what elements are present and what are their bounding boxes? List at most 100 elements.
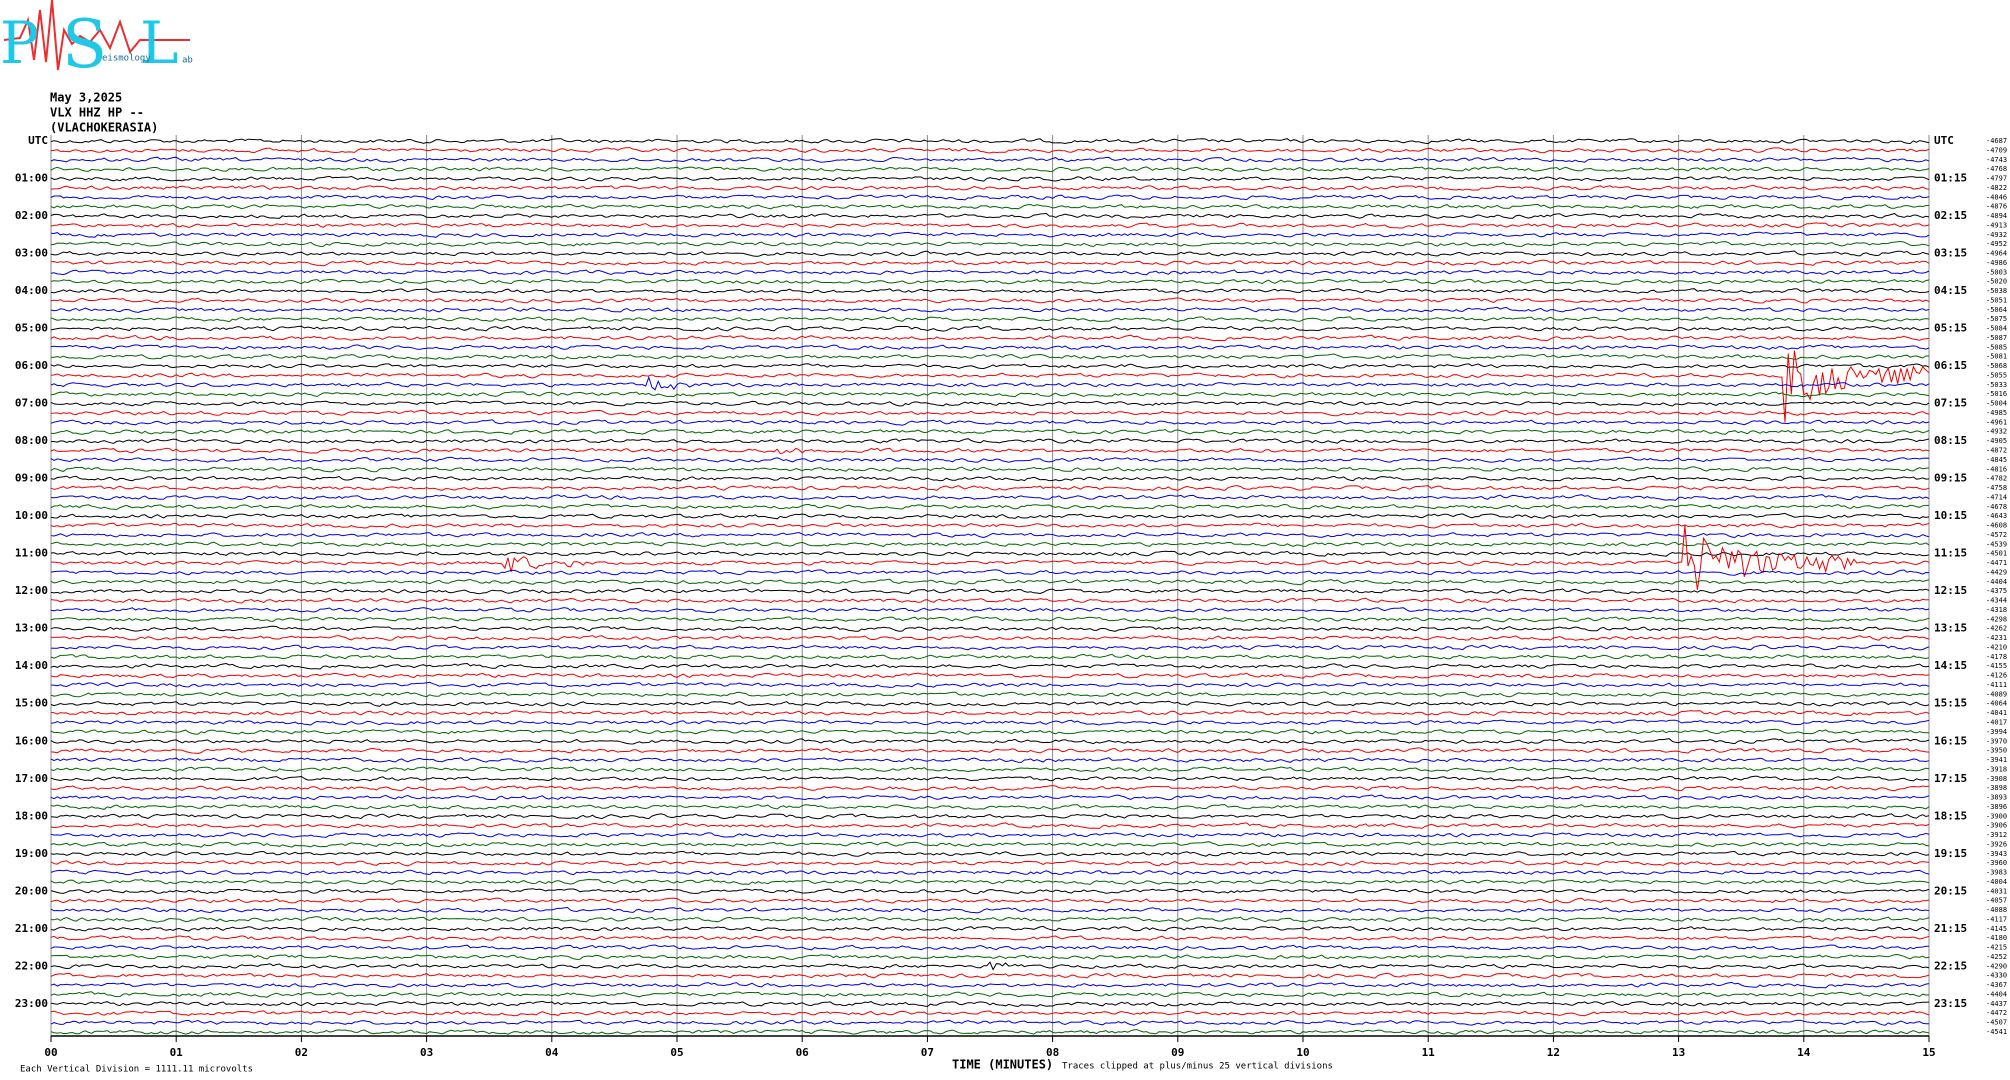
right-time-label: UTC [1934, 134, 1954, 147]
trace [50, 831, 1930, 838]
trace [50, 503, 1929, 511]
trace [50, 485, 1930, 492]
trace-offset: -5020 [1986, 278, 2007, 286]
trace-offset: -4952 [1986, 240, 2007, 248]
logo-letter: P [0, 9, 39, 77]
trace-offset: -5068 [1986, 362, 2007, 370]
trace [50, 766, 1930, 773]
trace-offset: -3970 [1986, 737, 2007, 745]
right-time-label: 23:15 [1934, 997, 1967, 1010]
trace [50, 306, 1930, 313]
trace [50, 587, 1930, 595]
trace [50, 635, 1930, 641]
trace-offset: -4437 [1986, 1000, 2007, 1008]
left-time-label: 21:00 [15, 922, 48, 935]
left-time-label: 07:00 [15, 397, 48, 410]
trace-offset: -4501 [1986, 550, 2007, 558]
trace [50, 644, 1930, 651]
trace-offset: -4117 [1986, 915, 2007, 923]
logo-word: ab [182, 56, 193, 66]
trace-offset: -4330 [1986, 972, 2007, 980]
trace-offset: -3983 [1986, 869, 2007, 877]
right-time-label: 10:15 [1934, 509, 1967, 522]
x-tick-label: 10 [1296, 1046, 1309, 1059]
trace-offset: -4572 [1986, 531, 2007, 539]
trace [50, 1019, 1930, 1026]
trace [50, 363, 1930, 370]
trace [50, 597, 1930, 604]
trace-offset: -4089 [1986, 690, 2007, 698]
station: VLX HHZ HP -- [50, 106, 144, 120]
trace-offset: -4961 [1986, 418, 2007, 426]
trace [50, 897, 1930, 905]
trace [50, 935, 1930, 942]
trace-offset: -4145 [1986, 925, 2007, 933]
right-time-label: 07:15 [1934, 397, 1967, 410]
trace [50, 747, 1930, 755]
trace [50, 203, 1930, 210]
trace [50, 794, 1930, 801]
trace [50, 391, 1930, 398]
trace-offset: -4344 [1986, 597, 2007, 605]
right-time-label: 05:15 [1934, 322, 1967, 335]
trace-offset: -4932 [1986, 231, 2007, 239]
trace [50, 972, 1930, 979]
trace [50, 166, 1930, 173]
trace-offset: -4894 [1986, 212, 2007, 220]
trace [51, 681, 1930, 688]
trace [50, 194, 1930, 201]
trace-offset: -3908 [1986, 775, 2007, 783]
left-time-label: 20:00 [15, 884, 48, 897]
trace [50, 531, 1930, 539]
trace [50, 419, 1930, 426]
x-tick-label: 01 [170, 1046, 184, 1059]
trace [50, 672, 1930, 679]
trace-offset: -4472 [1986, 1009, 2007, 1017]
trace [50, 550, 1930, 557]
x-tick-label: 11 [1422, 1046, 1436, 1059]
left-time-label: 22:00 [15, 959, 48, 972]
x-tick-label: 04 [545, 1046, 559, 1059]
trace-offset: -5004 [1986, 400, 2007, 408]
trace-offset: -5003 [1986, 268, 2007, 276]
trace-offset: -4709 [1986, 146, 2007, 154]
trace [50, 1010, 1930, 1017]
trace [50, 719, 1930, 726]
trace [50, 700, 1930, 707]
logo-letter: S [62, 6, 107, 83]
trace [50, 250, 1930, 257]
trace [50, 334, 1930, 342]
trace [50, 175, 1930, 182]
right-time-label: 17:15 [1934, 772, 1967, 785]
trace [50, 728, 1930, 735]
logo-word: eismology [102, 54, 151, 64]
right-time-label: 03:15 [1934, 247, 1967, 260]
trace [50, 813, 1930, 820]
trace-offset: -4797 [1986, 175, 2007, 183]
left-time-label: 23:00 [15, 997, 48, 1010]
x-axis-title: TIME (MINUTES) [952, 1058, 1053, 1072]
left-time-label: 17:00 [15, 772, 48, 785]
trace [50, 961, 1930, 971]
trace [50, 860, 1930, 867]
trace [50, 138, 1930, 145]
trace-offset: -5084 [1986, 325, 2007, 333]
trace-offset: -4252 [1986, 953, 2007, 961]
trace [50, 297, 1930, 304]
trace [50, 822, 1930, 829]
right-time-label: 21:15 [1934, 922, 1967, 935]
trace [50, 607, 1930, 614]
trace [50, 156, 1930, 163]
trace-offset: -4318 [1986, 606, 2007, 614]
x-tick-label: 12 [1547, 1046, 1560, 1059]
x-tick-label: 14 [1797, 1046, 1811, 1059]
trace [50, 578, 1930, 586]
left-time-label: 03:00 [15, 247, 48, 260]
trace [50, 569, 1930, 576]
trace-offset: -4210 [1986, 643, 2007, 651]
trace [50, 259, 1930, 267]
trace-offset: -3926 [1986, 840, 2007, 848]
trace-offset: -4541 [1986, 1028, 2007, 1036]
trace-offset: -4215 [1986, 944, 2007, 952]
trace [50, 438, 1930, 445]
